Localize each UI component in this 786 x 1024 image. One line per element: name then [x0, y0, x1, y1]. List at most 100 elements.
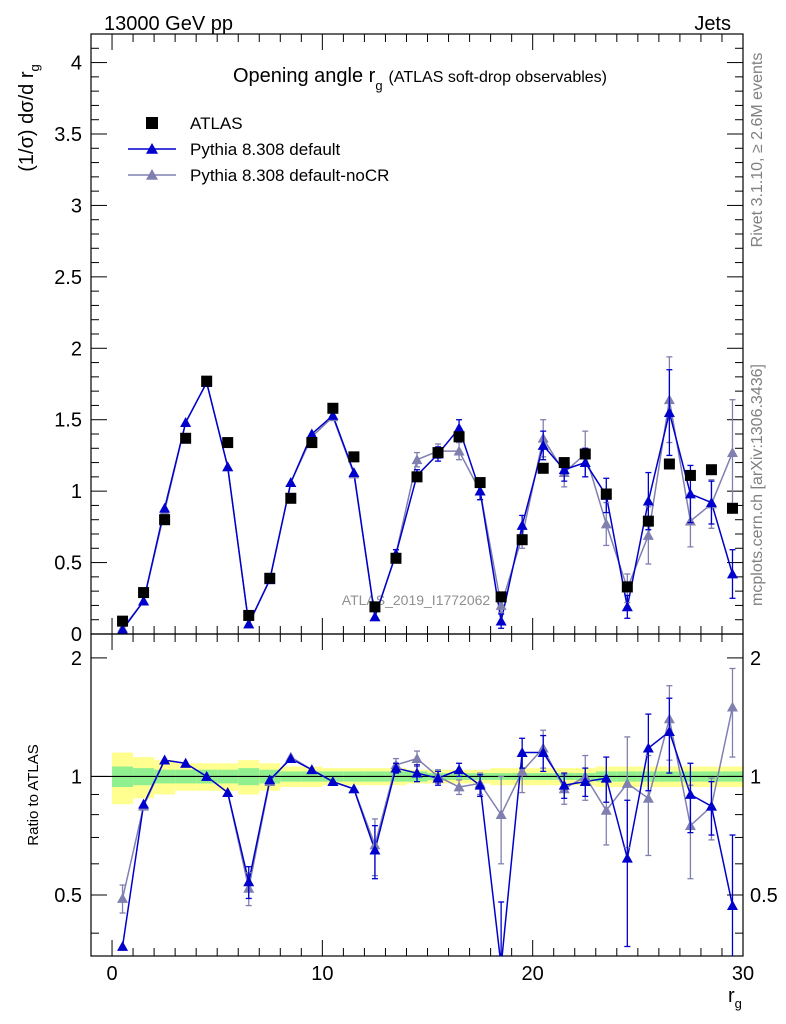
ratio-series-point — [496, 961, 507, 971]
ratio-series-line — [121, 730, 734, 956]
data-point — [516, 534, 528, 546]
legend-marker — [146, 169, 158, 180]
series-point — [222, 461, 234, 472]
data-point — [663, 458, 675, 470]
ratio-series-point — [432, 772, 444, 783]
analysis-label: ATLAS_2019_I1772062 — [342, 592, 491, 608]
series-point — [327, 409, 339, 420]
ratio-series-point — [369, 844, 381, 855]
ratio-series-point — [222, 787, 234, 797]
series-point — [600, 518, 612, 529]
ratio-series-point — [600, 772, 612, 783]
ratio-series-line — [121, 706, 734, 899]
data-point — [222, 437, 234, 449]
ratio-series-point — [411, 767, 423, 778]
series-point — [453, 422, 465, 433]
ratio-y-tick-label: 2 — [750, 648, 761, 670]
legend: ATLAS Pythia 8.308 default Pythia 8.308 de… — [128, 114, 389, 185]
ratio-series-point — [411, 753, 423, 764]
series-point — [117, 624, 128, 634]
data-point — [243, 609, 255, 621]
main-panel: 0 0.5 1 1.5 2 2.5 3 3.5 4 — [54, 33, 744, 956]
ratio-series-point — [600, 804, 612, 815]
ratio-y-tick-label: 0.5 — [750, 885, 778, 907]
data-point — [600, 488, 612, 500]
series-point — [138, 595, 150, 606]
series-point — [684, 488, 696, 499]
y-tick-label: 2 — [71, 338, 82, 360]
legend-marker — [146, 143, 158, 154]
ratio-series-point — [159, 754, 171, 765]
data-point — [117, 615, 129, 627]
series-point — [726, 447, 738, 457]
ratio-series-point — [117, 940, 129, 951]
data-point — [474, 477, 486, 489]
ratio-panel: 0 10 20 30 0.5 0.5 1 1 2 2 — [54, 633, 778, 985]
main-plot-area — [117, 356, 738, 634]
y-tick-label: 3 — [71, 195, 82, 217]
data-point — [579, 448, 591, 460]
data-point — [348, 451, 360, 463]
y-tick-label: 4 — [71, 53, 82, 75]
x-tick-label: 10 — [311, 963, 333, 985]
ratio-y-tick-label: 1 — [71, 766, 82, 788]
y-tick-label: 3.5 — [54, 124, 82, 146]
data-point — [453, 431, 465, 443]
header-right: Jets — [694, 13, 731, 35]
data-point — [285, 492, 297, 504]
y-tick-label: 0 — [71, 624, 82, 646]
ratio-series-point — [642, 742, 654, 753]
series-point — [411, 454, 423, 465]
series-point — [516, 519, 528, 530]
data-point — [201, 375, 213, 387]
ratio-series-point — [516, 747, 528, 757]
ratio-series-point — [642, 792, 654, 803]
data-point — [537, 462, 549, 474]
data-point — [726, 502, 738, 514]
series-point — [726, 568, 738, 579]
data-point — [495, 591, 507, 603]
data-point — [306, 437, 318, 449]
series-point — [495, 615, 507, 626]
series-point — [495, 599, 507, 610]
ratio-series-point — [327, 776, 339, 787]
series-point — [642, 495, 654, 506]
header-left: 13000 GeV pp — [104, 13, 233, 35]
ratio-frame — [90, 633, 744, 957]
mcplots-label: mcplots.cern.ch [arXiv:1306.3436] — [749, 364, 766, 606]
ratio-series-point — [516, 765, 528, 776]
data-point — [159, 514, 171, 526]
data-point — [138, 587, 150, 599]
series-point — [705, 497, 717, 507]
y-tick-label: 2.5 — [54, 267, 82, 289]
data-point — [684, 469, 696, 481]
y-tick-label: 0.5 — [54, 553, 82, 575]
series-point — [579, 457, 591, 467]
series-point — [369, 611, 381, 622]
ratio-series-point — [453, 764, 465, 775]
ratio-series-point — [390, 762, 402, 773]
series-point — [558, 464, 570, 475]
ratio-series-point — [663, 726, 675, 736]
ratio-series-point — [621, 777, 633, 788]
ratio-series-point — [117, 892, 129, 903]
data-point — [432, 447, 444, 459]
ratio-series-point — [138, 798, 150, 809]
ratio-series-point — [306, 764, 318, 775]
ratio-series-point — [537, 747, 549, 757]
series-point — [453, 445, 465, 456]
y-tick-label: 1 — [71, 481, 82, 503]
series-point — [348, 467, 360, 477]
y-axis-title: (1/σ) dσ/d rg — [16, 64, 42, 172]
x-tick-label: 30 — [732, 963, 754, 985]
ratio-series-point — [453, 781, 465, 792]
data-point — [705, 464, 717, 476]
ratio-series-point — [726, 701, 738, 712]
chart-title: Opening angle rg (ATLAS soft-drop observa… — [233, 65, 607, 93]
ratio-series-point — [264, 774, 276, 785]
series-point — [159, 502, 171, 513]
legend-label: Pythia 8.308 default — [190, 140, 341, 159]
ratio-series-point — [180, 757, 192, 768]
data-point — [369, 601, 381, 613]
